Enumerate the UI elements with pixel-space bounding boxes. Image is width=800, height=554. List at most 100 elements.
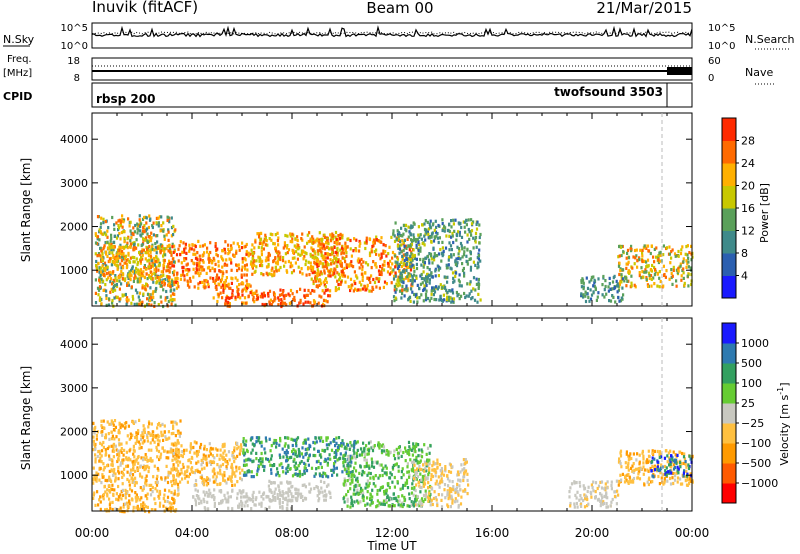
power-cell [305,259,308,263]
power-cell [316,259,319,264]
velocity-cell [175,460,178,464]
velocity-cell [125,457,128,461]
velocity-cell [194,469,197,473]
power-cell [620,268,623,272]
power-cell [372,287,375,291]
velocity-cell [140,503,143,507]
velocity-cell [414,450,417,454]
velocity-cell [120,423,123,427]
velocity-cell [430,473,433,477]
power-cell [612,295,615,299]
power-cell [365,239,368,243]
velocity-cell [231,483,234,487]
power-cell [478,241,481,245]
station-title: Inuvik (fitACF) [92,0,198,16]
power-cell [462,266,465,271]
velocity-cell [243,473,246,477]
power-cell [469,268,472,272]
velocity-cell [129,468,133,472]
power-cell [194,252,197,256]
velocity-cell [306,447,309,451]
power-colorbar-tick-label: 16 [741,202,755,215]
velocity-cell [133,483,136,487]
velocity-cell [179,480,182,484]
velocity-cell [315,467,318,471]
nsky-series-line [91,25,693,38]
power-cell [241,265,244,269]
power-cell [162,254,165,258]
velocity-cell [370,457,373,461]
power-cell [456,245,459,249]
power-cell [407,235,410,239]
power-cell [431,261,434,265]
power-cell [203,279,206,283]
velocity-cell [303,461,306,465]
power-cell [181,269,185,273]
power-cell [647,264,650,268]
power-cell [158,278,161,282]
power-cell [327,263,330,267]
velocity-cell [456,470,460,474]
power-cell [185,263,188,267]
power-cell [352,289,355,293]
power-cell [253,300,256,304]
power-cell [333,261,336,265]
velocity-cell [222,451,225,455]
power-cell [214,242,217,246]
velocity-cell [223,444,226,448]
power-cell [435,225,438,229]
velocity-cell [406,504,409,508]
velocity-cell [325,484,329,488]
power-cell [147,302,150,307]
velocity-cell [268,437,271,441]
power-cell [424,219,427,223]
power-cell [289,261,292,265]
velocity-cell [261,464,264,468]
power-cell [445,263,448,267]
power-cell [446,275,449,279]
velocity-cell [181,454,184,459]
power-cell [119,221,122,225]
power-cell [396,232,400,237]
velocity-cell [221,473,224,477]
velocity-cell [214,478,217,482]
power-cell [382,251,385,255]
velocity-cell [435,498,438,502]
power-cell [145,251,148,255]
velocity-cell [357,492,360,496]
velocity-cell [346,479,349,483]
power-cell [196,258,199,262]
velocity-cell [117,484,120,489]
velocity-cell [361,470,364,474]
power-cell [101,264,104,268]
power-cell [281,259,285,263]
velocity-cell [100,454,103,458]
power-cell [183,257,186,261]
velocity-cell [119,426,122,430]
velocity-cell [224,497,227,501]
power-cell [153,263,156,267]
power-cell [154,259,158,263]
power-cell [472,246,475,250]
velocity-cell [102,497,105,501]
velocity-cell [331,473,334,477]
power-cell [136,268,139,272]
power-cell [328,247,331,251]
power-cell [468,257,471,261]
power-cell [368,289,371,293]
power-cell [202,260,205,264]
velocity-cell [150,422,153,426]
power-cell [451,234,454,238]
velocity-cell [140,434,143,438]
velocity-cell [114,472,117,476]
power-cell [100,270,103,274]
power-panel-frame [91,112,693,307]
power-cell [626,279,629,283]
power-cell [99,274,102,278]
power-cell [294,261,297,265]
power-cell [287,292,290,296]
power-cell [653,247,656,251]
velocity-cell [408,473,411,477]
power-cell [151,277,154,281]
power-cell [307,300,310,304]
